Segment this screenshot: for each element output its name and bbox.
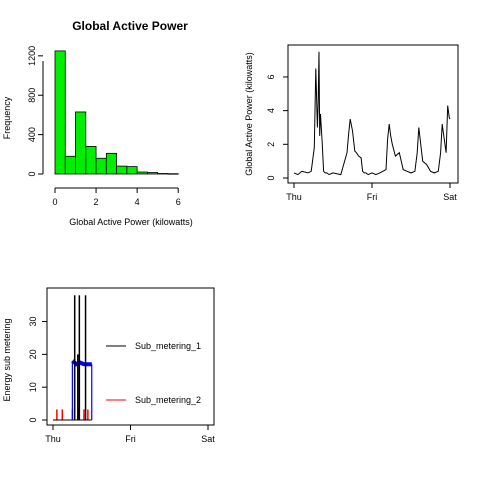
histogram-x-ticks: 0 2 4 6 — [52, 188, 181, 207]
histogram-bar — [105, 152, 118, 175]
histogram-bar — [116, 165, 128, 175]
histogram-bar — [75, 111, 87, 175]
power-y-tick-label: 6 — [266, 74, 276, 79]
histogram-title: Global Active Power — [72, 19, 188, 33]
legend-label: Sub_metering_1 — [135, 341, 201, 351]
power-y-label: Global Active Power (kilowatts) — [244, 52, 254, 176]
histogram-y-tick-label: 1200 — [27, 46, 37, 66]
histogram-bar — [146, 172, 159, 175]
submetering-y-label: Energy sub metering — [2, 318, 12, 401]
power-x-tick-label: Sat — [443, 192, 457, 202]
histogram-y-tick-label: 800 — [27, 88, 37, 103]
histogram-bar — [157, 173, 169, 175]
histogram-y-tick-label: 400 — [27, 127, 37, 142]
histogram-bar — [136, 171, 148, 175]
histogram-bar — [54, 50, 66, 175]
power-y-ticks: 0 2 4 6 — [266, 74, 288, 181]
submetering-x-tick-label: Fri — [125, 434, 136, 444]
power-y-tick-label: 2 — [266, 142, 276, 147]
histogram-y-ticks: 0 400 800 1200 — [27, 46, 43, 177]
histogram-x-tick-label: 4 — [135, 197, 140, 207]
histogram-x-tick-label: 6 — [176, 197, 181, 207]
power-line — [293, 51, 451, 176]
power-x-ticks: Thu Fri Sat — [286, 183, 457, 202]
submetering-y-tick-label: 10 — [28, 382, 38, 392]
histogram-bar — [167, 173, 179, 175]
histogram-bars — [54, 50, 179, 175]
submetering-x-ticks: Thu Fri Sat — [45, 425, 215, 444]
histogram-x-tick-label: 0 — [52, 197, 57, 207]
power-y-tick-label: 4 — [266, 108, 276, 113]
legend-label: Sub_metering_2 — [135, 395, 201, 405]
histogram-y-label: Frequency — [2, 96, 12, 139]
histogram-bar — [95, 157, 107, 175]
histogram-bar — [64, 155, 76, 175]
submetering-x-tick-label: Thu — [45, 434, 61, 444]
submetering-y-tick-label: 30 — [28, 317, 38, 327]
histogram-bar — [85, 146, 97, 175]
submetering-x-tick-label: Sat — [201, 434, 215, 444]
submetering-panel: Thu Fri Sat 0 10 20 30 Energy sub metering Su… — [2, 287, 215, 444]
submetering-y-tick-label: 20 — [28, 349, 38, 359]
histogram-x-tick-label: 2 — [94, 197, 99, 207]
power-plot-box — [287, 44, 459, 184]
power-x-tick-label: Fri — [367, 192, 378, 202]
submetering-y-tick-label: 0 — [28, 417, 38, 422]
submetering-legend: Sub_metering_1 Sub_metering_2 — [106, 341, 201, 405]
histogram-x-label: Global Active Power (kilowatts) — [69, 217, 193, 227]
power-x-tick-label: Thu — [286, 192, 302, 202]
histogram-y-tick-label: 0 — [27, 171, 37, 176]
histogram-bar — [126, 166, 138, 175]
submetering-y-ticks: 0 10 20 30 — [28, 317, 47, 423]
submetering-lines — [53, 295, 93, 421]
power-line-panel: Thu Fri Sat 0 2 4 6 Global Active Power (kilo… — [244, 44, 459, 202]
histogram-panel: Global Active Power 0 2 4 6 0 400 800 1200 Glo… — [2, 19, 193, 227]
power-y-tick-label: 0 — [266, 175, 276, 180]
